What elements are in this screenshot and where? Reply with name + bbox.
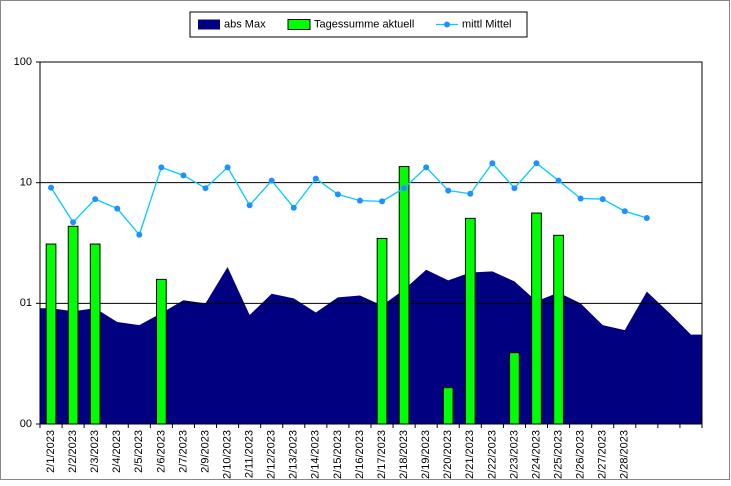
line-marker [643,214,650,221]
x-tick-label: 2/18/2023 [398,430,410,479]
x-tick-label: 2/28/2023 [619,430,631,479]
x-tick-label: 2/17/2023 [376,430,388,479]
legend-label: abs Max [224,18,266,30]
x-tick-label: 2/25/2023 [552,430,564,479]
x-tick-label: 2/14/2023 [310,430,322,479]
line-marker [92,196,99,203]
bar [398,166,410,425]
bar [89,243,101,425]
legend-swatch [198,19,220,30]
legend: abs Max Tagessumme aktuell mittl Mittel [189,11,528,38]
line-marker [48,184,55,191]
line-marker [489,160,496,167]
bar [67,225,79,425]
bar [509,352,520,425]
x-tick-label: 2/7/2023 [177,430,189,473]
line-marker [202,185,209,192]
line-marker [467,190,474,197]
line-marker [180,172,187,179]
line-marker [577,195,584,202]
bar [376,237,388,425]
legend-box [189,11,528,38]
bar [553,234,564,425]
bar [464,217,476,425]
legend-label: Tagessumme aktuell [314,18,414,30]
x-tick-label: 2/13/2023 [288,430,300,479]
line-marker [114,205,121,212]
y-tick-label: 100 [14,56,32,68]
line-marker [423,164,430,171]
x-tick-label: 2/24/2023 [530,430,542,479]
x-tick-label: 2/15/2023 [332,430,344,479]
line-marker [356,197,363,204]
y-tick-label: 01 [20,297,32,309]
line-marker [312,175,319,182]
line-marker [334,191,341,198]
x-tick-label: 2/11/2023 [244,430,256,478]
x-tick-label: 2/6/2023 [155,430,167,473]
line-marker [401,185,408,192]
legend-marker [444,21,450,28]
x-tick-label: 2/10/2023 [221,430,233,479]
x-tick-label: 2/9/2023 [199,430,211,473]
legend-swatch [287,19,311,30]
legend-label: mittl Mittel [462,18,512,30]
line-marker [445,187,452,194]
x-tick-label: 2/21/2023 [464,430,476,479]
bar [156,278,167,425]
line-marker [158,164,165,171]
x-tick-label: 2/12/2023 [266,430,278,479]
line-marker [599,196,606,203]
line-marker [246,202,253,209]
x-tick-label: 2/27/2023 [597,430,609,479]
bar [531,212,542,425]
bar [442,387,454,425]
x-tick-label: 2/1/2023 [45,430,57,473]
x-tick-label: 2/19/2023 [420,430,432,479]
x-tick-label: 2/3/2023 [89,430,101,473]
line-marker [70,219,77,226]
line [50,162,648,237]
line-marker [379,198,386,205]
x-tick-label: 2/16/2023 [354,430,366,479]
bar [45,243,57,425]
x-tick-label: 2/22/2023 [486,430,498,479]
y-tick-label: 00 [20,418,32,430]
line-marker [511,185,518,192]
y-tick-label: 10 [20,177,32,189]
line-marker [290,204,297,211]
x-tick-label: 2/5/2023 [133,430,145,473]
x-tick-label: 2/4/2023 [111,430,123,473]
line-marker [621,208,628,215]
line-marker [533,160,540,167]
line-marker [136,231,143,238]
x-tick-label: 2/23/2023 [508,430,520,479]
x-tick-label: 2/20/2023 [442,430,454,479]
line-marker [224,164,231,171]
x-tick-label: 2/2/2023 [67,430,79,473]
line-marker [555,177,562,184]
x-tick-label: 2/26/2023 [575,430,587,479]
line-marker [268,177,275,184]
